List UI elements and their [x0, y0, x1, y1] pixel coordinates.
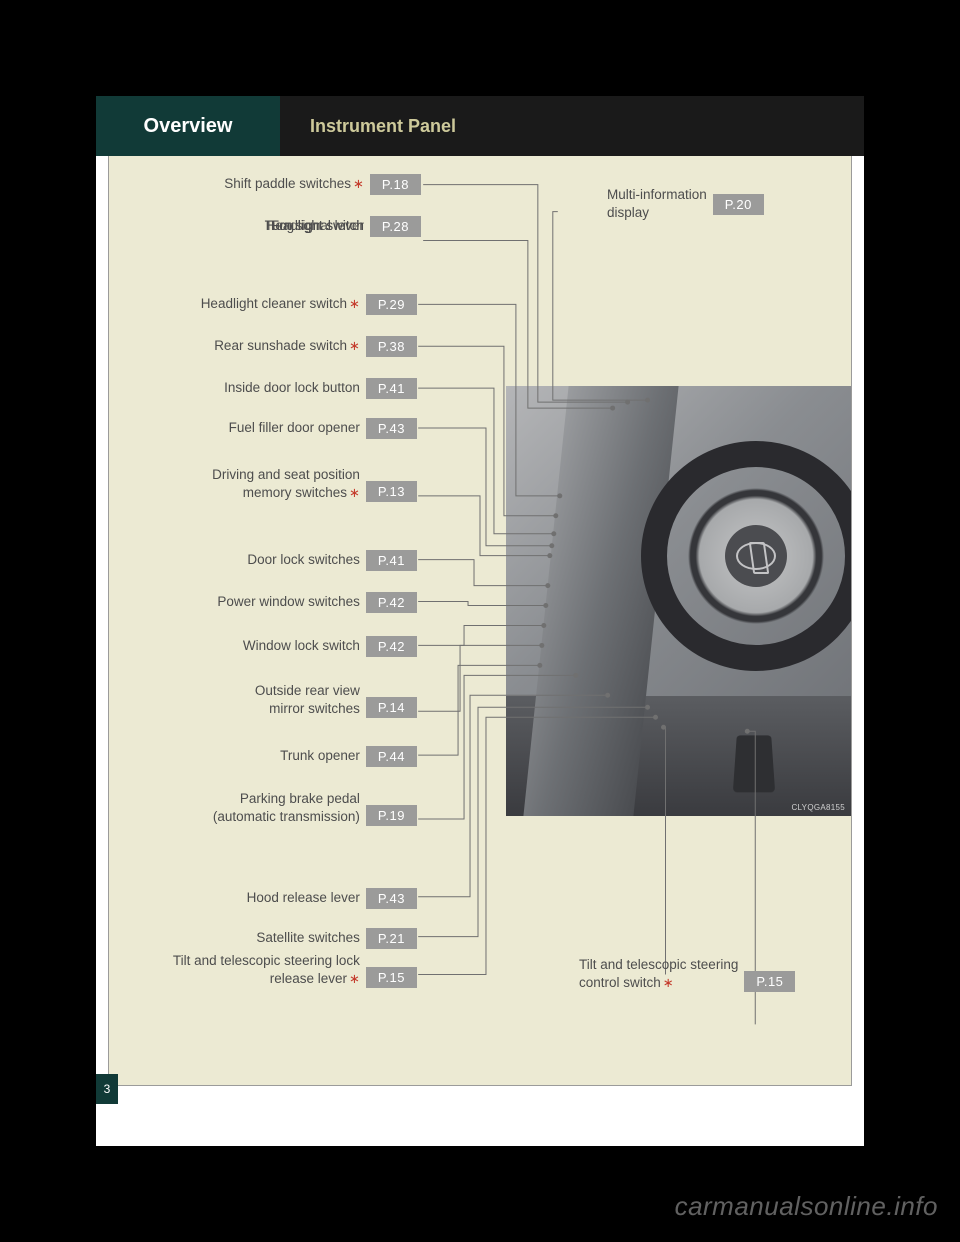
label-line2: control switch: [579, 975, 661, 990]
page-ref[interactable]: P.44: [366, 746, 417, 767]
label: Power window switches: [217, 593, 360, 611]
callout-window-lock: Window lock switch P.42: [109, 636, 417, 657]
page-ref[interactable]: P.14: [366, 697, 417, 718]
page-ref[interactable]: P.41: [366, 550, 417, 571]
label-line1: Tilt and telescopic steering: [579, 957, 738, 972]
watermark: carmanualsonline.info: [675, 1191, 938, 1222]
header-title: Instrument Panel: [280, 96, 864, 156]
content-panel: CLYQGA8155: [108, 156, 852, 1086]
callout-tilt-lock: Tilt and telescopic steering lock releas…: [109, 952, 417, 988]
label-line2: (automatic transmission): [213, 809, 360, 824]
label: Rear sunshade switch: [214, 338, 347, 353]
label-line1: Outside rear view: [255, 683, 360, 698]
label: Trunk opener: [280, 747, 360, 765]
callout-door-lock: Door lock switches P.41: [109, 550, 417, 571]
label-line1: Driving and seat position: [212, 467, 360, 482]
page-ref[interactable]: P.15: [366, 967, 417, 988]
page-ref[interactable]: P.19: [366, 805, 417, 826]
callout-mirror: Outside rear view mirror switches P.14: [109, 682, 417, 718]
label: Window lock switch: [243, 637, 360, 655]
page-ref[interactable]: P.38: [366, 336, 417, 357]
asterisk-icon: ∗: [351, 176, 364, 191]
page-header: Overview Instrument Panel: [96, 96, 864, 156]
page-ref[interactable]: P.28: [370, 216, 421, 237]
callout-headlight-cleaner: Headlight cleaner switch∗ P.29: [109, 294, 417, 315]
callout-shift-paddle: Shift paddle switches∗ P.18: [109, 174, 421, 195]
callout-multi-info: Multi-information display P.20: [607, 186, 837, 222]
page-number: 3: [96, 1074, 118, 1104]
page-ref[interactable]: P.42: [366, 592, 417, 613]
asterisk-icon: ∗: [347, 971, 360, 986]
page-ref[interactable]: P.43: [366, 888, 417, 909]
manual-page: Overview Instrument Panel CLYQGA8155: [96, 96, 864, 1146]
page-ref[interactable]: P.18: [370, 174, 421, 195]
label: Fuel filler door opener: [229, 419, 360, 437]
label: Hood release lever: [247, 889, 360, 907]
page-ref[interactable]: P.42: [366, 636, 417, 657]
label-line2: memory switches: [243, 485, 347, 500]
callout-trunk: Trunk opener P.44: [109, 746, 417, 767]
label-line2: display: [607, 205, 649, 220]
label: Headlight cleaner switch: [201, 296, 347, 311]
page-ref[interactable]: P.21: [366, 928, 417, 949]
callout-parking-brake: Parking brake pedal (automatic transmiss…: [109, 790, 417, 826]
label: Door lock switches: [247, 551, 360, 569]
page-ref[interactable]: P.15: [744, 971, 795, 992]
callouts-layer: Shift paddle switches∗ P.18 Headlight sw…: [109, 156, 851, 1085]
page-ref[interactable]: P.43: [366, 418, 417, 439]
label-line1: Multi-information: [607, 187, 707, 202]
page-ref[interactable]: P.41: [366, 378, 417, 399]
label-line1: Parking brake pedal: [240, 791, 360, 806]
callout-driving-seat: Driving and seat position memory switche…: [109, 466, 417, 502]
callout-rear-sunshade: Rear sunshade switch∗ P.38: [109, 336, 417, 357]
callout-power-window: Power window switches P.42: [109, 592, 417, 613]
label-line2: release lever: [270, 971, 347, 986]
asterisk-icon: ∗: [347, 338, 360, 353]
page-ref[interactable]: P.29: [366, 294, 417, 315]
asterisk-icon: ∗: [347, 296, 360, 311]
callout-fuel-filler: Fuel filler door opener P.43: [109, 418, 417, 439]
callout-tilt-control: Tilt and telescopic steering control swi…: [579, 956, 849, 992]
callout-satellite: Satellite switches P.21: [109, 928, 417, 949]
callout-hood: Hood release lever P.43: [109, 888, 417, 909]
page-ref[interactable]: P.20: [713, 194, 764, 215]
label-line1: Tilt and telescopic steering lock: [173, 953, 360, 968]
page-ref[interactable]: P.13: [366, 481, 417, 502]
header-overview: Overview: [96, 96, 280, 156]
callout-inside-door-lock: Inside door lock button P.41: [109, 378, 417, 399]
label: Satellite switches: [256, 929, 360, 947]
asterisk-icon: ∗: [347, 485, 360, 500]
label: Shift paddle switches: [224, 176, 351, 191]
label: Inside door lock button: [224, 379, 360, 397]
label: Fog light switch: [271, 217, 364, 235]
asterisk-icon: ∗: [661, 975, 674, 990]
label-line2: mirror switches: [269, 701, 360, 716]
